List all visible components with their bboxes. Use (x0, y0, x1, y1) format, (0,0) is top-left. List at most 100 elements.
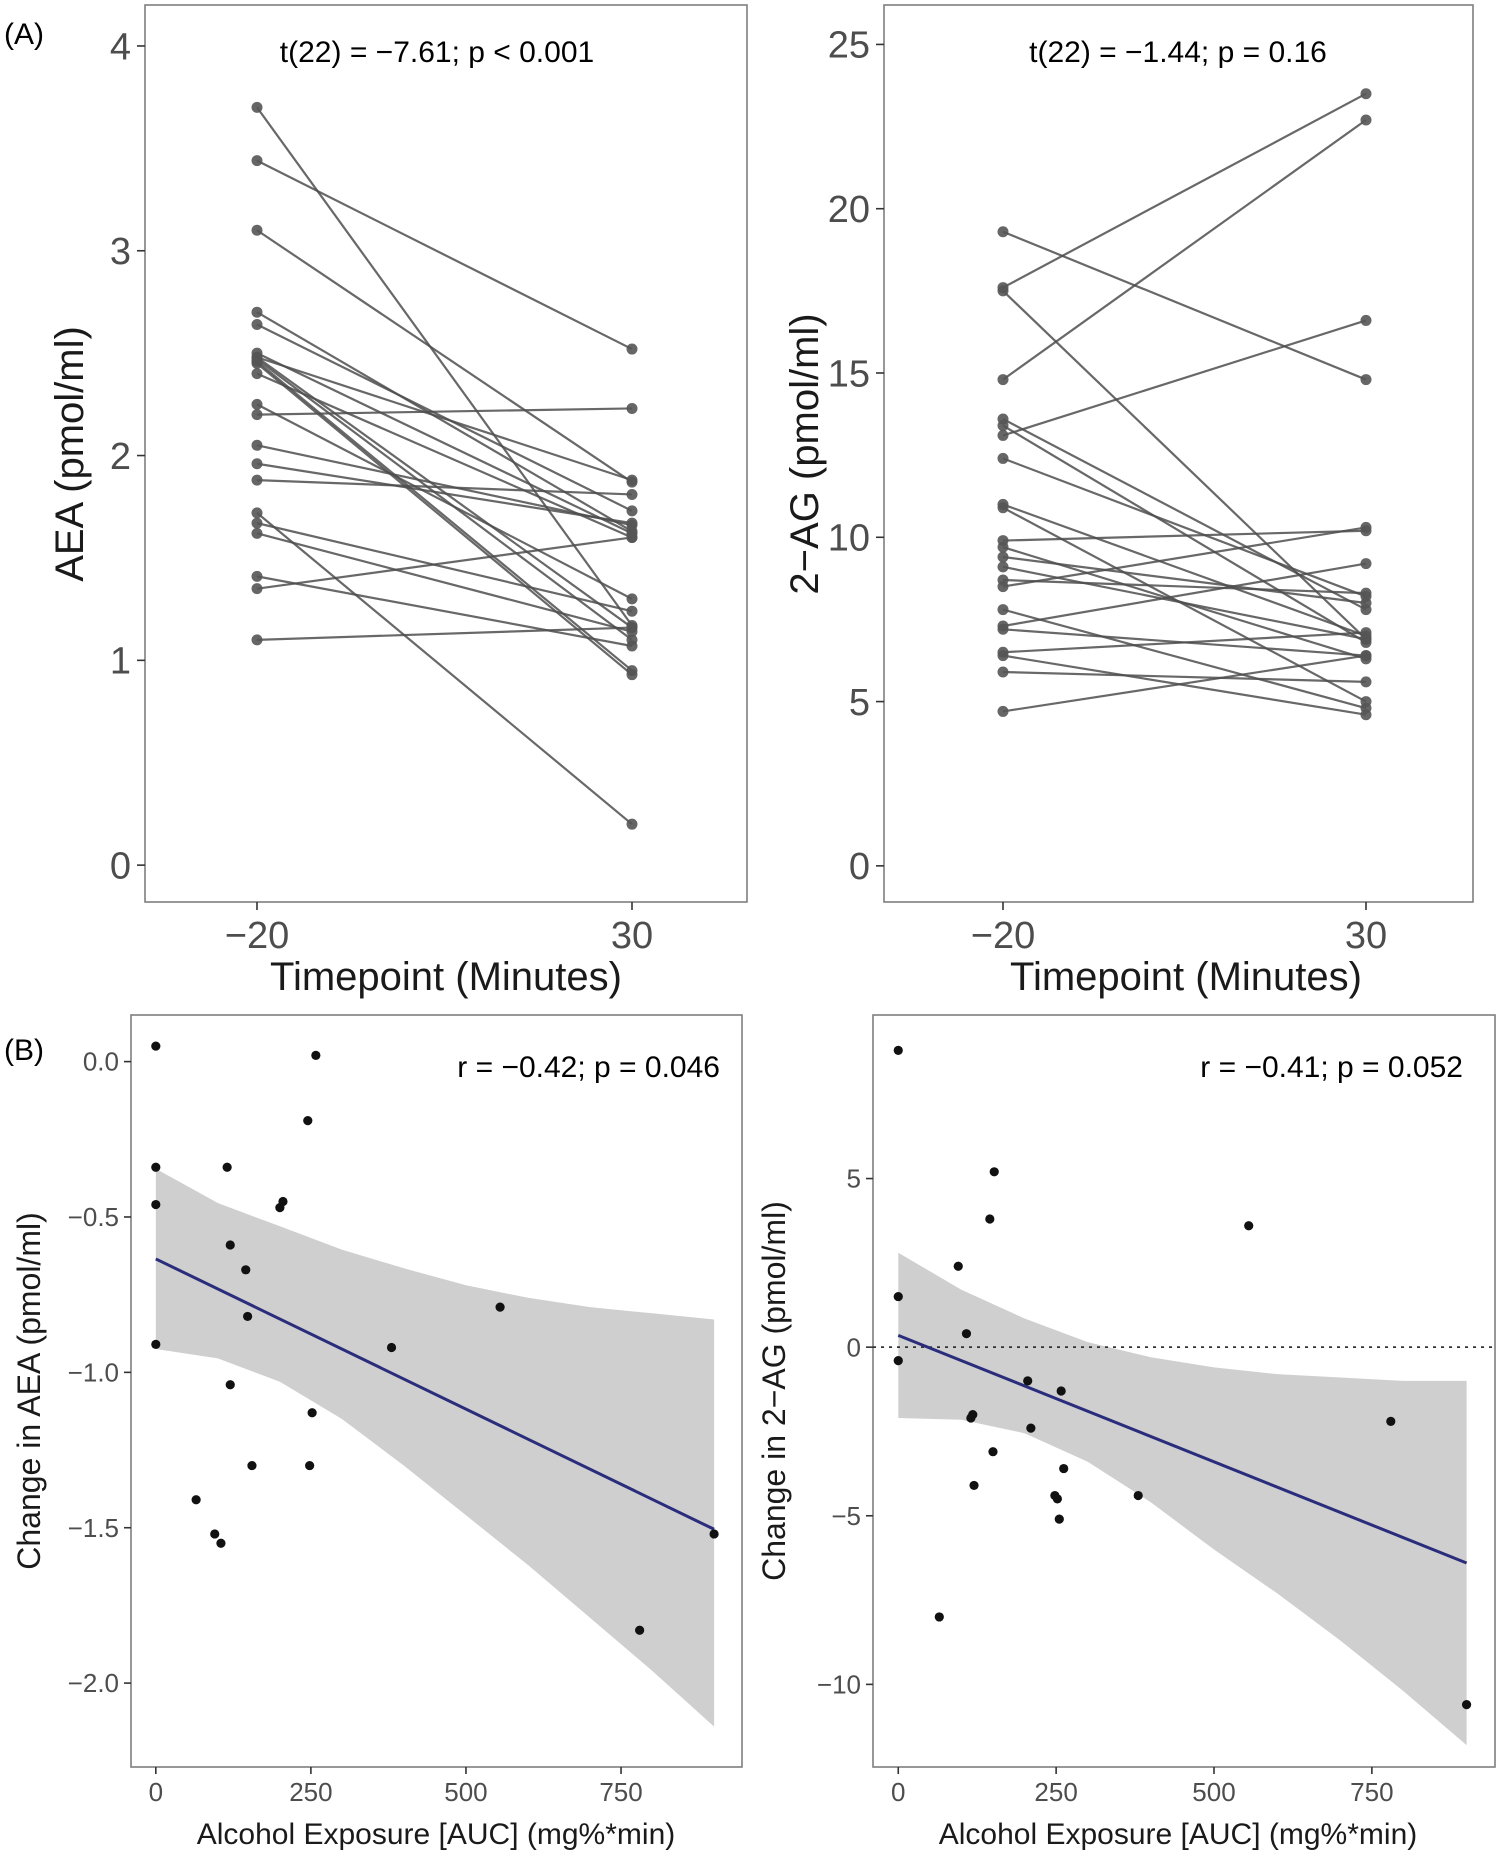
aea-paired-y-tick-label: 4 (110, 26, 131, 68)
aea-paired-stat-annotation: t(22) = −7.61; p < 0.001 (280, 36, 594, 69)
twoag-paired-pair-line (1002, 631, 1367, 654)
aea-scatter-x-tick-label: 500 (444, 1777, 487, 1807)
aea-paired-point-end (626, 505, 638, 517)
aea-paired-point-start (251, 318, 263, 330)
aea-scatter-point (635, 1625, 645, 1635)
aea-paired-point-start (251, 409, 263, 421)
aea-scatter-chart: 0.0 −0.5 −1.0 −1.5 −2.0 0 250 500 750 r = −0.42;… (11, 1014, 743, 1851)
twoag-paired-stat-annotation: t(22) = −1.44; p = 0.16 (1029, 36, 1327, 69)
aea-scatter-point (222, 1162, 232, 1172)
twoag-paired-point-end (1360, 627, 1372, 639)
aea-scatter-y-axis-title: Change in AEA (pmol/ml) (11, 1212, 47, 1570)
twoag-scatter-point (969, 1480, 979, 1491)
aea-paired-point-end (626, 343, 638, 355)
aea-scatter-point (303, 1116, 313, 1126)
twoag-paired-point-end (1360, 314, 1372, 326)
twoag-scatter-x-tick-label: 250 (1034, 1777, 1077, 1807)
aea-scatter-axis-ticks: 0.0 −0.5 −1.0 −1.5 −2.0 0 250 500 750 (68, 1047, 643, 1807)
aea-paired-pair-line (256, 106, 633, 627)
twoag-scatter-point (893, 1291, 903, 1302)
aea-paired-point-start (251, 368, 263, 380)
aea-paired-point-start (251, 306, 263, 318)
twoag-paired-pair-line (1002, 418, 1367, 611)
twoag-paired-point-start (997, 551, 1009, 563)
twoag-scatter-stat-annotation: r = −0.41; p = 0.052 (1200, 1051, 1463, 1084)
aea-paired-point-start (251, 634, 263, 646)
aea-paired-point-start (251, 517, 263, 529)
panel-label-b: (B) (4, 1034, 44, 1067)
twoag-scatter-chart: 5 0 −5 −10 0 250 500 750 r = −0.41; p = 0.052 C… (756, 1014, 1496, 1851)
twoag-paired-pair-line (1002, 290, 1367, 640)
aea-paired-pair-line (256, 372, 633, 539)
aea-paired-point-end (626, 474, 638, 486)
aea-paired-point-start (251, 583, 263, 595)
twoag-paired-point-start (997, 541, 1009, 553)
twoag-scatter-point (893, 1356, 903, 1366)
twoag-paired-point-start (997, 502, 1009, 514)
aea-paired-point-start (251, 155, 263, 167)
aea-paired-x-axis-title: Timepoint (Minutes) (270, 955, 622, 999)
aea-scatter-point (210, 1529, 220, 1539)
aea-scatter-point (307, 1408, 317, 1418)
aea-paired-axis-ticks: 0 1 2 3 4 −20 30 (110, 26, 653, 957)
twoag-paired-pair-line (1002, 119, 1367, 381)
twoag-scatter-y-tick-label: 0 (847, 1332, 861, 1362)
twoag-paired-x-axis-title: Timepoint (Minutes) (1010, 955, 1362, 999)
aea-scatter-y-tick-label: −1.0 (68, 1357, 119, 1387)
aea-paired-y-tick-label: 3 (110, 231, 131, 273)
twoag-scatter-point (1059, 1463, 1069, 1474)
twoag-paired-x-tick-label: 30 (1345, 915, 1387, 957)
twoag-paired-y-tick-label: 5 (849, 682, 870, 724)
aea-paired-pair-line (256, 536, 633, 590)
twoag-paired-x-tick-label: −20 (971, 915, 1035, 957)
aea-paired-y-tick-label: 1 (110, 641, 131, 683)
twoag-paired-point-start (997, 429, 1009, 441)
aea-paired-pair-line (256, 626, 633, 641)
twoag-paired-point-end (1360, 88, 1372, 100)
aea-scatter-point (241, 1265, 251, 1275)
aea-scatter-confidence-band (155, 1168, 715, 1727)
twoag-scatter-point (1023, 1376, 1033, 1386)
twoag-paired-y-tick-label: 10 (828, 518, 870, 560)
aea-paired-y-tick-label: 0 (110, 845, 131, 887)
twoag-scatter-axis-ticks: 5 0 −5 −10 0 250 500 750 (817, 1164, 1394, 1807)
twoag-scatter-point (1056, 1386, 1066, 1396)
twoag-paired-pair-line (1002, 457, 1367, 598)
twoag-paired-point-start (997, 285, 1009, 297)
twoag-scatter-point (1133, 1490, 1143, 1501)
aea-scatter-plot-frame (130, 1014, 743, 1768)
twoag-paired-pair-line (1002, 608, 1367, 710)
twoag-paired-y-axis-title: 2−AG (pmol/ml) (783, 313, 827, 594)
aea-paired-point-start (251, 527, 263, 539)
aea-paired-point-end (626, 488, 638, 500)
aea-paired-pair-line (256, 407, 633, 416)
aea-paired-plot-frame (144, 4, 748, 903)
aea-scatter-x-axis-title: Alcohol Exposure [AUC] (mg%*min) (197, 1818, 676, 1851)
twoag-paired-axis-ticks: 0 5 10 15 20 25 −20 30 (828, 25, 1387, 957)
twoag-paired-point-end (1360, 558, 1372, 570)
twoag-scatter-point (985, 1214, 995, 1224)
twoag-scatter-y-tick-label: 5 (847, 1164, 861, 1194)
twoag-scatter-point (1054, 1514, 1064, 1524)
aea-scatter-point (305, 1460, 315, 1471)
twoag-paired-pair-line (1002, 654, 1367, 716)
aea-paired-pair-line (256, 462, 633, 525)
aea-scatter-stat-annotation: r = −0.42; p = 0.046 (457, 1051, 720, 1084)
aea-scatter-point (151, 1199, 161, 1210)
twoag-scatter-point (893, 1045, 903, 1056)
aea-scatter-point (278, 1196, 288, 1207)
aea-paired-point-end (626, 622, 638, 634)
twoag-scatter-confidence-band (898, 1252, 1467, 1746)
twoag-paired-point-end (1360, 597, 1372, 609)
twoag-paired-pair-line (1002, 503, 1367, 637)
twoag-paired-marks (997, 88, 1372, 721)
twoag-paired-point-start (997, 561, 1009, 573)
aea-paired-point-end (626, 517, 638, 529)
aea-paired-pair-line (256, 356, 633, 482)
twoag-paired-pair-line (1002, 578, 1367, 595)
aea-scatter-point (386, 1342, 397, 1353)
aea-scatter-point (311, 1050, 321, 1060)
twoag-paired-point-start (997, 623, 1009, 635)
